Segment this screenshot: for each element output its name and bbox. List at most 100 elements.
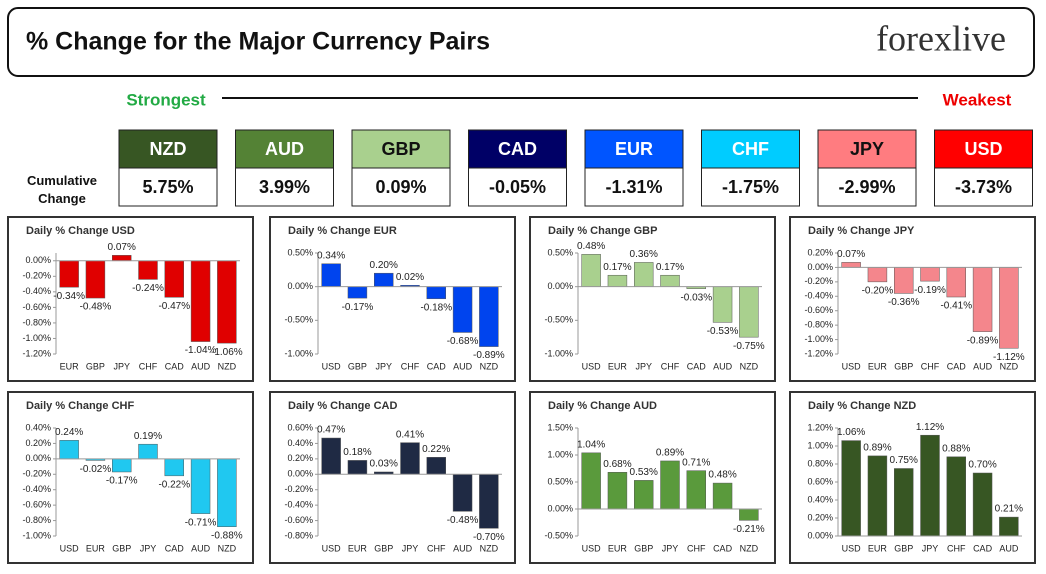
value-label: 0.36% <box>630 249 658 260</box>
value-label: -0.89% <box>473 350 505 361</box>
value-label: 0.48% <box>708 470 736 481</box>
x-tick-label: GBP <box>894 361 913 371</box>
y-tick-label: -0.40% <box>22 286 51 296</box>
x-tick-label: CHF <box>921 361 940 371</box>
y-tick-label: 0.00% <box>807 262 833 272</box>
currency-name: JPY <box>850 139 884 159</box>
x-tick-label: JPY <box>922 543 939 553</box>
chart-title: Daily % Change CAD <box>288 400 397 412</box>
currency-header <box>118 129 218 169</box>
y-tick-label: 0.40% <box>25 422 51 432</box>
y-tick-label: 0.60% <box>807 476 833 486</box>
y-tick-label: -0.60% <box>22 500 51 510</box>
x-tick-label: NZD <box>218 361 237 371</box>
x-tick-label: GBP <box>634 543 653 553</box>
value-label: 0.21% <box>995 504 1023 515</box>
change-box <box>817 167 917 207</box>
bar <box>841 440 861 537</box>
cumulative-change: -1.31% <box>605 177 662 197</box>
x-tick-label: GBP <box>86 361 105 371</box>
cumulative-change: 5.75% <box>142 177 193 197</box>
x-tick-label: AUD <box>191 361 211 371</box>
x-tick-label: NZD <box>480 361 499 371</box>
y-tick-label: -0.80% <box>22 317 51 327</box>
change-box <box>934 167 1033 207</box>
chart-title: Daily % Change USD <box>26 225 135 237</box>
value-label: 0.89% <box>863 443 891 454</box>
y-tick-label: -0.20% <box>804 276 833 286</box>
weakest-label: Weakest <box>943 90 1012 109</box>
y-tick-label: -0.60% <box>804 305 833 315</box>
x-tick-label: USD <box>582 361 602 371</box>
x-tick-label: GBP <box>374 543 393 553</box>
value-label: 0.71% <box>682 457 710 468</box>
change-box <box>584 167 684 207</box>
x-tick-label: CHF <box>401 361 420 371</box>
x-tick-label: CHF <box>427 543 446 553</box>
bar <box>217 458 237 527</box>
cumulative-change: -3.73% <box>955 177 1012 197</box>
chart-title: Daily % Change GBP <box>548 225 657 237</box>
bar <box>85 260 106 299</box>
value-label: -0.47% <box>158 301 190 312</box>
y-tick-label: -0.50% <box>544 315 573 325</box>
currency-header <box>235 129 334 169</box>
value-label: -0.41% <box>940 301 972 312</box>
y-tick-label: -0.80% <box>22 515 51 525</box>
y-tick-label: 0.40% <box>287 438 313 448</box>
currency-name: CHF <box>732 139 769 159</box>
value-label: 0.47% <box>317 425 345 436</box>
y-tick-label: 0.00% <box>287 281 313 291</box>
change-box <box>235 167 334 207</box>
value-label: 0.07% <box>108 242 136 253</box>
bar <box>452 286 473 333</box>
x-tick-label: USD <box>322 543 342 553</box>
bar <box>581 452 601 510</box>
bar <box>400 442 420 475</box>
bar <box>479 474 499 529</box>
bar <box>946 267 966 298</box>
bar <box>164 458 184 477</box>
chart-panel: Daily % Change JPY 0.20% 0.00% -0.20% -0.40%… <box>789 216 1036 382</box>
bar <box>946 456 966 537</box>
bar <box>581 254 601 287</box>
y-tick-label: -1.00% <box>804 334 833 344</box>
y-tick-label: 1.00% <box>547 449 573 459</box>
value-label: -0.17% <box>342 302 374 313</box>
chart-panel: Daily % Change NZD 1.20% 1.00% 0.80% 0.60% 0.… <box>789 391 1036 564</box>
y-tick-label: -0.40% <box>284 500 313 510</box>
cumulative-change: 0.09% <box>375 177 426 197</box>
value-label: -0.24% <box>132 283 164 294</box>
x-tick-label: EUR <box>60 361 80 371</box>
y-tick-label: -0.20% <box>22 469 51 479</box>
x-tick-label: JPY <box>375 361 392 371</box>
x-tick-label: CAD <box>947 361 967 371</box>
value-label: 0.17% <box>656 262 684 273</box>
value-label: 0.68% <box>603 459 631 470</box>
bar <box>972 267 993 332</box>
strongest-label: Strongest <box>126 90 206 109</box>
chart-title: Daily % Change CHF <box>26 400 134 412</box>
value-label: 0.19% <box>134 431 162 442</box>
x-tick-label: JPY <box>140 543 157 553</box>
change-box <box>118 167 218 207</box>
bar <box>660 460 680 510</box>
x-tick-label: CAD <box>165 543 185 553</box>
panel-frame <box>789 216 1036 382</box>
value-label: 0.22% <box>422 444 450 455</box>
y-tick-label: 0.20% <box>807 247 833 257</box>
chart-panel: Daily % Change GBP 0.50% 0.00% -0.50% -1.00%… <box>529 216 776 382</box>
panel-frame <box>529 216 776 382</box>
chart-panel: Daily % Change USD 0.00% -0.20% -0.40% -0.60… <box>7 216 254 382</box>
chart-panel: Daily % Change CHF 0.40% 0.20% 0.00% -0.20% -… <box>7 391 254 564</box>
bar <box>321 263 341 287</box>
value-label: 0.70% <box>968 460 996 471</box>
y-tick-label: 0.50% <box>547 476 573 486</box>
currency-header <box>584 129 684 169</box>
x-tick-label: JPY <box>635 361 652 371</box>
y-tick-label: 0.40% <box>807 494 833 504</box>
chart-panel: Daily % Change AUD 1.50% 1.00% 0.50% 0.00% -0… <box>529 391 776 564</box>
value-label: -0.48% <box>447 515 479 526</box>
y-tick-label: -1.00% <box>284 348 313 358</box>
